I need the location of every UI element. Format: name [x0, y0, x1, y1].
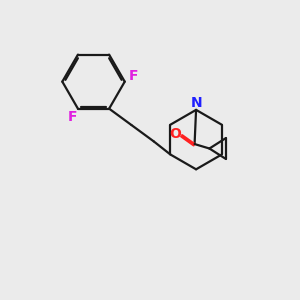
Text: F: F [128, 69, 138, 83]
Text: O: O [169, 127, 181, 141]
Text: F: F [68, 110, 77, 124]
Text: N: N [190, 96, 202, 110]
